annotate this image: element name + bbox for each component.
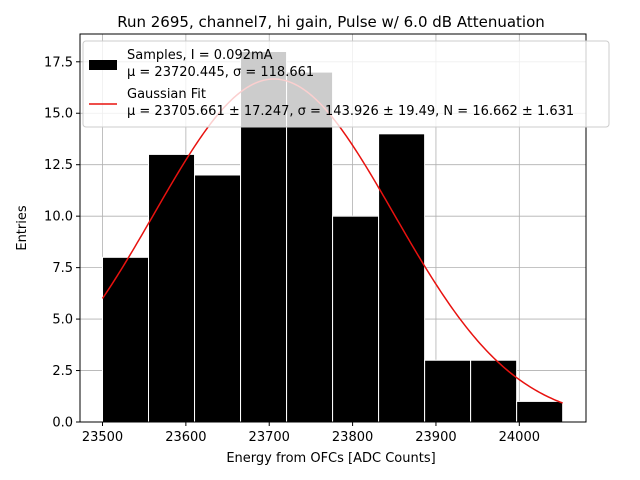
histogram-bar [194, 174, 242, 423]
y-tick-label: 7.5 [52, 261, 73, 276]
y-axis-label: Entries [15, 205, 30, 251]
histogram-bar [424, 359, 472, 423]
legend: Samples, I = 0.092mA μ = 23720.445, σ = … [82, 40, 610, 128]
histogram-bar [516, 400, 564, 423]
histogram-bar [470, 359, 518, 423]
x-tick-label: 23900 [415, 430, 456, 445]
plot-frame [79, 33, 587, 423]
histogram-bar [102, 256, 150, 423]
x-tick-label: 23600 [165, 430, 206, 445]
x-tick-label: 23500 [82, 430, 123, 445]
x-axis-label: Energy from OFCs [ADC Counts] [226, 451, 435, 466]
y-tick-label: 2.5 [52, 364, 73, 379]
legend-samples-line1: Samples, I = 0.092mA [127, 48, 273, 63]
legend-fit-line1: Gaussian Fit [127, 87, 206, 102]
legend-box [82, 40, 610, 128]
y-tick-label: 0.0 [52, 416, 73, 431]
x-tick-label: 24000 [499, 430, 540, 445]
histogram-bar [148, 153, 196, 423]
histogram-bar [332, 215, 380, 423]
y-axis-ticks: 0.0 2.5 5.0 7.5 10.0 12.5 15.0 17.5 [44, 55, 80, 431]
legend-fit-line2: μ = 23705.661 ± 17.247, σ = 143.926 ± 19… [127, 104, 574, 119]
x-tick-label: 23700 [249, 430, 290, 445]
x-tick-label: 23800 [332, 430, 373, 445]
y-tick-label: 15.0 [44, 107, 73, 122]
legend-samples-line2: μ = 23720.445, σ = 118.661 [127, 65, 314, 80]
x-axis-ticks: 23500 23600 23700 23800 23900 24000 [82, 422, 540, 445]
y-tick-label: 12.5 [44, 158, 73, 173]
legend-swatch-samples [89, 60, 117, 70]
chart-title: Run 2695, channel7, hi gain, Pulse w/ 6.… [117, 13, 545, 31]
y-tick-label: 17.5 [44, 55, 73, 70]
histogram-bar [378, 133, 426, 423]
y-tick-label: 5.0 [52, 313, 73, 328]
y-tick-label: 10.0 [44, 210, 73, 225]
